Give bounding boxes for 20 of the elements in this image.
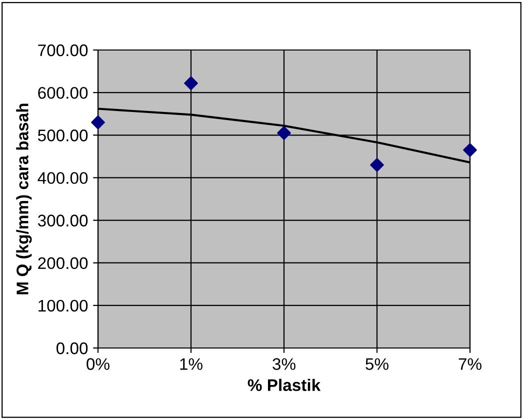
y-tick-label: 500.00 (38, 130, 88, 142)
y-tick-label: 100.00 (38, 300, 88, 312)
x-axis-title: % Plastik (248, 378, 321, 392)
point (91, 115, 105, 130)
y-tick-label: 600.00 (38, 86, 88, 99)
y-tick-label: 400.00 (38, 172, 88, 184)
x-tick-label: 3% (272, 358, 296, 370)
point (184, 76, 198, 90)
y-tick-label: 0.00 (56, 342, 88, 354)
x-tick-label: 7% (458, 358, 482, 370)
x-tick-label: 5% (366, 358, 388, 370)
point (370, 158, 384, 172)
x-tick-label: 0% (86, 358, 110, 370)
y-tick-label: 200.00 (38, 257, 88, 270)
x-tick-label: 1% (180, 358, 202, 370)
point (277, 126, 291, 140)
y-tick-label: 700.00 (38, 44, 88, 56)
y-tick-label: 300.00 (38, 214, 88, 226)
y-axis-title: M Q (kg/mm) cara basah (16, 104, 32, 294)
point (463, 143, 477, 157)
